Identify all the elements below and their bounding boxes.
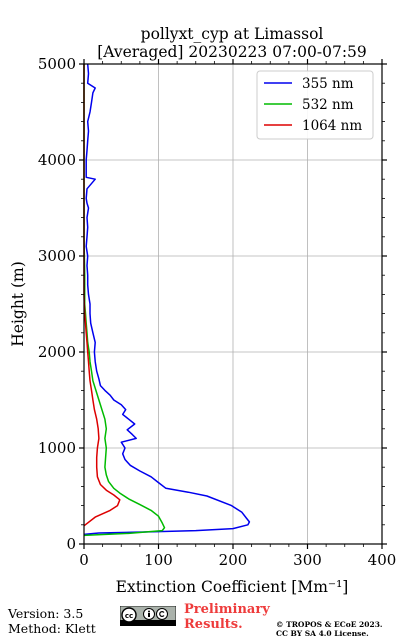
y-tick-label: 0 <box>66 535 76 553</box>
preliminary-line2: Results. <box>184 617 243 632</box>
x-tick-label: 200 <box>219 551 248 569</box>
cc-by-sa-badge-icon: cc <box>120 606 176 626</box>
series-lines <box>83 63 251 537</box>
y-tick-label: 3000 <box>38 247 76 265</box>
series-line-1064-nm <box>83 64 121 527</box>
y-tick-label: 4000 <box>38 151 76 169</box>
preliminary-results-note: Preliminary Results. <box>184 602 270 632</box>
method-text: Method: Klett <box>8 621 96 636</box>
version-info: Version: 3.5 Method: Klett <box>8 606 96 636</box>
x-tick-label: 0 <box>79 551 89 569</box>
legend-label: 1064 nm <box>302 118 362 134</box>
y-tick-label: 1000 <box>38 439 76 457</box>
y-tick-labels: 0 1000 2000 3000 4000 5000 <box>38 55 76 553</box>
y-tick-label: 2000 <box>38 343 76 361</box>
legend-label: 355 nm <box>302 76 354 92</box>
svg-text:cc: cc <box>125 612 133 620</box>
x-tick-labels: 0 100 200 300 400 <box>79 551 396 569</box>
x-axis-label: Extinction Coefficient [Mm⁻¹] <box>116 578 349 596</box>
copyright-note: © TROPOS & ECoE 2023. CC BY SA 4.0 Licen… <box>276 620 383 638</box>
copyright-line2: CC BY SA 4.0 License. <box>276 629 369 638</box>
x-tick-label: 100 <box>144 551 173 569</box>
version-text: Version: 3.5 <box>8 606 84 621</box>
x-tick-label: 300 <box>293 551 322 569</box>
chart-title-line2: [Averaged] 20230223 07:00-07:59 <box>97 43 367 61</box>
legend-label: 532 nm <box>302 97 354 113</box>
y-axis-label: Height (m) <box>9 261 27 347</box>
chart-legend: 355 nm 532 nm 1064 nm <box>256 70 374 140</box>
legend-box <box>256 70 374 140</box>
chart-title-line1: pollyxt_cyp at Limassol <box>141 25 324 43</box>
copyright-line1: © TROPOS & ECoE 2023. <box>276 620 383 629</box>
axis-ticks <box>79 59 387 549</box>
extinction-profile-chart: pollyxt_cyp at Limassol [Averaged] 20230… <box>9 25 396 596</box>
x-tick-label: 400 <box>368 551 397 569</box>
series-line-355-nm <box>83 63 251 536</box>
y-tick-label: 5000 <box>38 55 76 73</box>
preliminary-line1: Preliminary <box>184 602 270 617</box>
